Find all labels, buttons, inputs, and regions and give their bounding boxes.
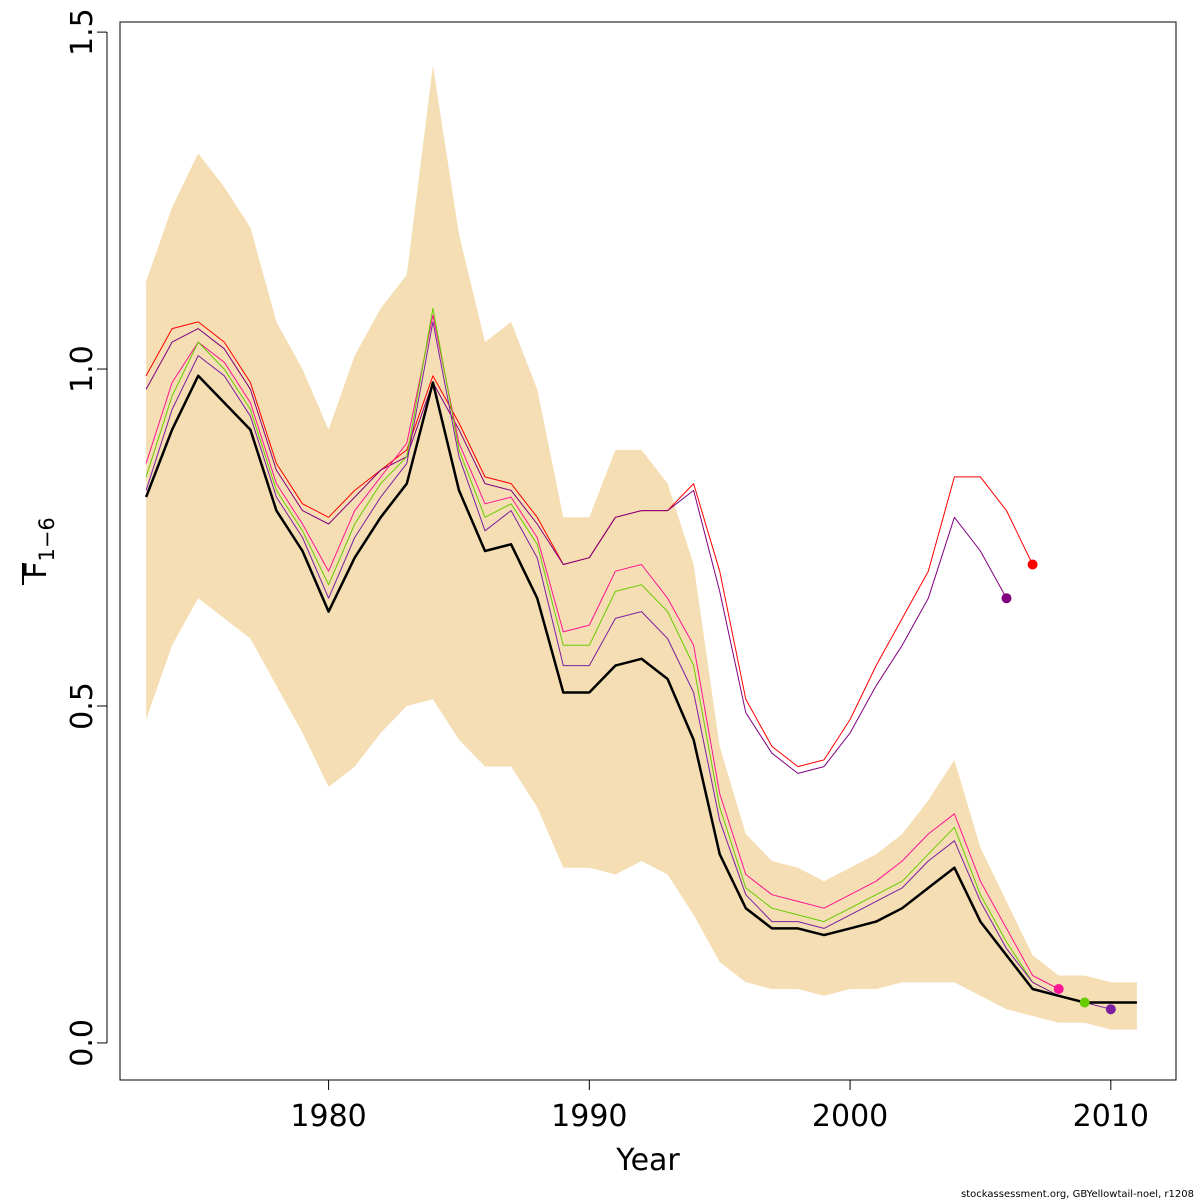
end-marker-layer: [1001, 559, 1116, 1015]
y-axis: 0.0 0.5 1.0 1.5: [65, 8, 108, 1067]
credit-text: stockassessment.org, GBYellowtail-noel, …: [961, 1189, 1194, 1200]
y-axis-title-main: F: [19, 562, 54, 579]
x-tick-label: 2010: [1073, 1099, 1149, 1134]
plot-frame: [119, 21, 1177, 1081]
y-axis-title-sub: 1−6: [35, 517, 59, 561]
end-point-retro-2006: [1001, 593, 1012, 604]
end-point-retro-2008: [1053, 984, 1064, 994]
y-axis-title: F1−6: [19, 517, 59, 585]
series-line-retro-2009: [145, 307, 1085, 1003]
svg-text:F1−6: F1−6: [19, 517, 59, 579]
end-point-retro-2009: [1079, 997, 1090, 1008]
series-line-base: [144, 374, 1137, 1004]
y-tick-label: 0.0: [65, 1019, 100, 1067]
y-tick-label: 1.5: [65, 8, 100, 56]
x-axis: 1980 1990 2000 2010: [290, 1080, 1149, 1134]
x-tick-label: 1990: [551, 1099, 627, 1134]
series-layer: [144, 307, 1137, 1010]
confidence-band-layer: [146, 65, 1137, 1030]
y-tick-label: 0.5: [65, 682, 100, 730]
end-point-retro-2010: [1105, 1004, 1116, 1015]
x-tick-label: 1980: [290, 1099, 366, 1134]
x-axis-title: Year: [615, 1143, 680, 1178]
series-line-retro-2010: [145, 321, 1111, 1010]
y-tick-label: 1.0: [65, 345, 100, 393]
x-tick-label: 2000: [812, 1099, 888, 1134]
series-line-retro-2008: [145, 314, 1059, 990]
end-point-retro-2007: [1027, 559, 1038, 570]
confidence-band: [146, 65, 1137, 1030]
series-line-retro-2006: [145, 328, 1007, 774]
